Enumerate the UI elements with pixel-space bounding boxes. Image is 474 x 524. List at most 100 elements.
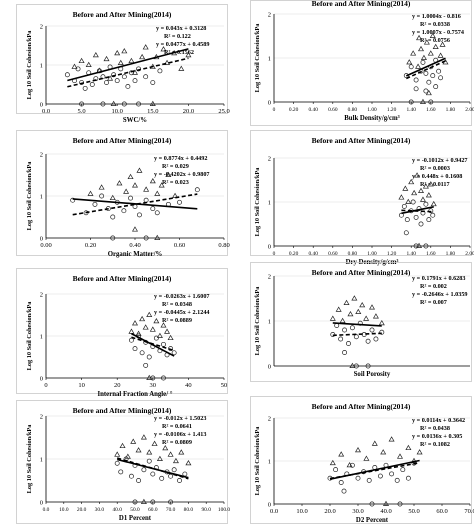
y-tick-label: 2: [40, 414, 43, 421]
r-squared-label: R² = 0.0117: [420, 181, 450, 188]
x-tick-label: 15.0: [147, 108, 158, 115]
data-point-triangle: [185, 51, 192, 58]
data-point-triangle: [419, 196, 426, 202]
data-point-triangle: [135, 330, 142, 336]
equation-label: y = 0.043x + 0.3128: [156, 25, 206, 32]
x-tick-label: 70.0: [464, 508, 474, 515]
data-point-circle: [132, 346, 138, 352]
data-point-circle: [373, 336, 379, 342]
data-point-circle: [430, 212, 436, 218]
y-tick-label: 0: [40, 500, 43, 507]
data-point-triangle: [87, 190, 94, 196]
data-point-circle: [150, 499, 156, 505]
equation-label: y = 1.0007x - 0.7574: [412, 29, 464, 36]
chart-panel-2: Before and After Mining(2014) 0 1 2 0 0.20 0.4…: [250, 0, 474, 126]
data-point-triangle: [92, 51, 99, 58]
x-tick-label: 70.0: [166, 507, 176, 513]
data-point-circle: [121, 208, 127, 214]
y-tick-label: 2: [268, 12, 271, 19]
panel-frame: [16, 268, 228, 394]
data-point-triangle: [402, 185, 409, 191]
data-point-triangle: [131, 320, 139, 326]
data-point-circle: [132, 499, 138, 505]
data-point-circle: [379, 329, 385, 335]
panel-frame: [250, 130, 472, 256]
trendline-dashed: [405, 60, 446, 80]
data-point-triangle: [354, 446, 362, 453]
data-point-circle: [426, 217, 432, 223]
data-point-triangle: [346, 461, 353, 468]
data-point-triangle: [371, 440, 378, 446]
panel-frame: [16, 4, 228, 114]
trendline-solid: [117, 458, 189, 479]
y-tick-label: 0: [40, 376, 43, 383]
data-point-triangle: [128, 57, 135, 64]
r-squared-label: R² = 0.029: [162, 163, 189, 170]
data-point-triangle: [116, 180, 123, 186]
data-point-triangle: [153, 317, 160, 324]
data-point-triangle: [149, 326, 156, 332]
y-axis-label: Log 10 Soil Cohesion/kPa: [26, 161, 33, 231]
data-point-triangle: [149, 177, 156, 184]
x-tick-label: 0.40: [308, 107, 318, 113]
data-point-triangle: [417, 187, 425, 193]
data-point-circle: [377, 473, 383, 479]
y-axis-label: Log 10 Soil Cohesion/kPa: [26, 424, 33, 494]
panel-frame: [250, 0, 472, 126]
data-point-triangle: [425, 192, 432, 198]
data-point-circle: [128, 195, 134, 201]
data-point-triangle: [368, 304, 376, 310]
equation-label: y = -0.0106x + 1.413: [154, 431, 206, 438]
data-point-circle: [121, 74, 127, 80]
data-point-triangle: [405, 444, 412, 451]
data-point-triangle: [425, 89, 432, 96]
y-tick-label: 0: [40, 236, 43, 243]
data-point-triangle: [437, 52, 444, 58]
data-point-circle: [111, 72, 117, 78]
data-point-triangle: [135, 447, 142, 453]
y-tick-label: 1: [268, 200, 271, 207]
y-tick-label: 1: [40, 457, 43, 464]
x-tick-label: 2.00: [465, 107, 474, 113]
data-point-circle: [403, 230, 409, 236]
trendline-dashed: [332, 332, 382, 337]
data-point-triangle: [103, 55, 110, 62]
data-point-triangle: [396, 453, 404, 459]
data-point-circle: [338, 480, 344, 485]
x-tick-label: 50: [221, 382, 228, 389]
data-point-circle: [401, 203, 407, 209]
trendline-solid: [401, 206, 434, 215]
data-point-circle: [168, 473, 174, 479]
equation-label: y = -0.1012x + 0.9427: [412, 157, 468, 164]
chart-title: Before and After Mining(2014): [73, 406, 172, 415]
data-point-triangle: [128, 328, 135, 334]
x-tick-label: 1.20: [387, 251, 397, 257]
data-point-circle: [394, 477, 400, 483]
y-tick-label: 1: [268, 56, 271, 63]
equation-label: y = 0.448x + 0.1608: [412, 173, 462, 180]
data-point-circle: [110, 235, 116, 241]
r-squared-label: R² = 0.0003: [420, 165, 450, 172]
data-point-circle: [438, 75, 444, 81]
data-point-circle: [194, 187, 200, 193]
data-point-circle: [110, 214, 116, 220]
data-point-triangle: [416, 34, 423, 41]
data-point-triangle: [154, 190, 161, 196]
data-point-circle: [154, 210, 160, 216]
y-tick-label: 1: [40, 63, 43, 70]
x-tick-label: 60.0: [436, 508, 447, 515]
data-point-triangle: [339, 317, 346, 323]
data-point-triangle: [378, 319, 385, 326]
data-point-circle: [99, 193, 105, 199]
data-point-circle: [136, 478, 142, 483]
data-point-triangle: [114, 451, 121, 457]
x-tick-label: 20.0: [324, 508, 335, 515]
data-point-circle: [369, 327, 375, 333]
equation-label: y = 0.0477x + 0.4589: [156, 41, 209, 48]
equation-label: y = 0.0136x + 0.305: [412, 433, 462, 440]
x-tick-label: 10.0: [296, 508, 307, 515]
trendline-solid: [329, 459, 420, 480]
x-tick-label: 40.0: [112, 507, 122, 513]
